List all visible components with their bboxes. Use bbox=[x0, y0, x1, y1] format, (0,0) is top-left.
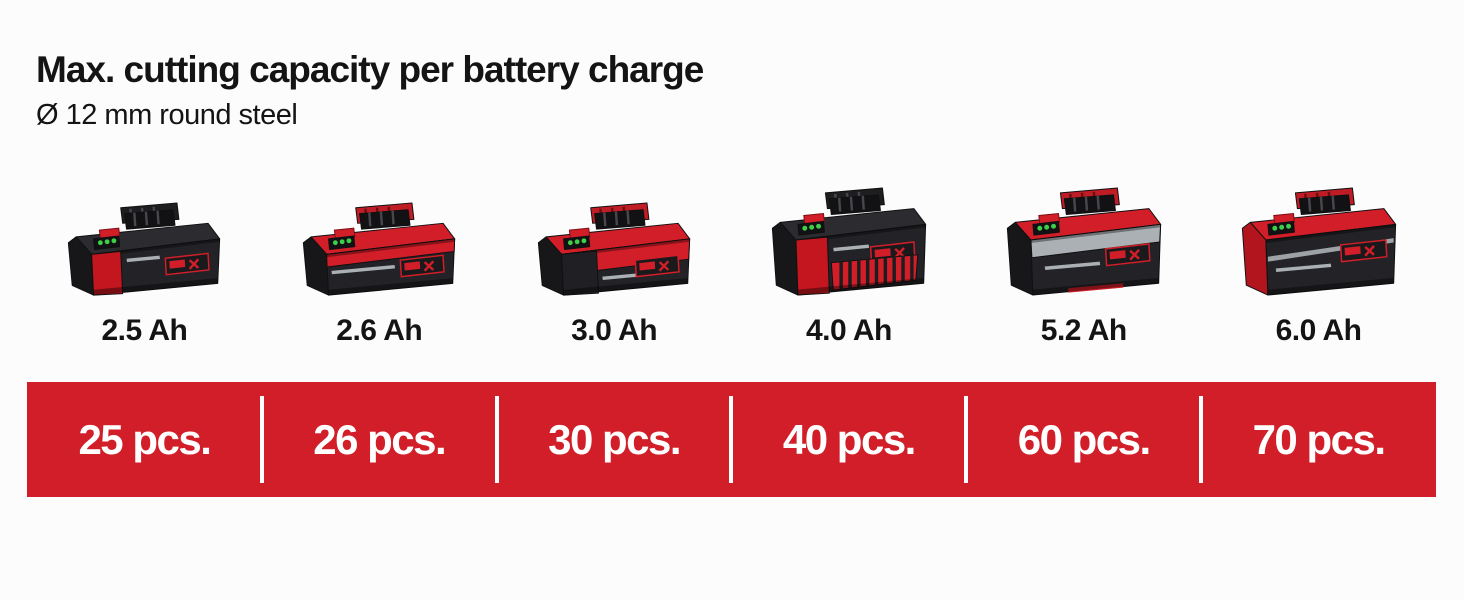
battery-6.0ah-image-icon bbox=[1240, 178, 1398, 298]
battery-column-2.6ah: 2.6 Ah bbox=[262, 178, 497, 348]
battery-column-5.2ah: 5.2 Ah bbox=[966, 178, 1201, 348]
count-value: 25 pcs. bbox=[78, 415, 211, 463]
battery-column-4.0ah: 4.0 Ah bbox=[731, 178, 966, 348]
capacity-label: 2.5 Ah bbox=[101, 314, 188, 347]
capacity-label: 2.6 Ah bbox=[336, 314, 423, 347]
cutting-capacity-band: 25 pcs. 26 pcs. 30 pcs. 40 pcs. 60 pcs. … bbox=[27, 382, 1436, 497]
count-value: 40 pcs. bbox=[782, 415, 916, 463]
page-subtitle: Ø 12 mm round steel bbox=[36, 99, 298, 131]
count-value: 30 pcs. bbox=[548, 415, 681, 463]
battery-3.0ah-image-icon bbox=[536, 178, 692, 298]
page-title: Max. cutting capacity per battery charge bbox=[36, 49, 704, 90]
battery-grid: 2.5 Ah bbox=[27, 178, 1436, 348]
capacity-label: 4.0 Ah bbox=[805, 314, 892, 347]
count-value: 26 pcs. bbox=[313, 415, 446, 463]
capacity-label: 6.0 Ah bbox=[1275, 314, 1362, 347]
count-cell-4.0ah: 40 pcs. bbox=[729, 382, 966, 497]
count-cell-2.5ah: 25 pcs. bbox=[27, 382, 262, 497]
capacity-label: 3.0 Ah bbox=[571, 314, 658, 347]
battery-4.0ah-image-icon bbox=[770, 178, 928, 298]
header: Max. cutting capacity per battery charge… bbox=[36, 49, 704, 132]
battery-column-2.5ah: 2.5 Ah bbox=[27, 178, 262, 348]
capacity-label: 5.2 Ah bbox=[1040, 314, 1127, 347]
count-cell-6.0ah: 70 pcs. bbox=[1199, 382, 1436, 497]
battery-5.2ah-image-icon bbox=[1005, 178, 1163, 298]
battery-2.5ah-image-icon bbox=[66, 178, 222, 298]
count-value: 70 pcs. bbox=[1252, 415, 1386, 463]
count-value: 60 pcs. bbox=[1017, 415, 1151, 463]
battery-column-3.0ah: 3.0 Ah bbox=[497, 178, 732, 348]
battery-2.6ah-image-icon bbox=[301, 178, 457, 298]
battery-column-6.0ah: 6.0 Ah bbox=[1201, 178, 1436, 348]
count-cell-3.0ah: 30 pcs. bbox=[494, 382, 732, 497]
count-cell-2.6ah: 26 pcs. bbox=[259, 382, 497, 497]
count-cell-5.2ah: 60 pcs. bbox=[964, 382, 1201, 497]
